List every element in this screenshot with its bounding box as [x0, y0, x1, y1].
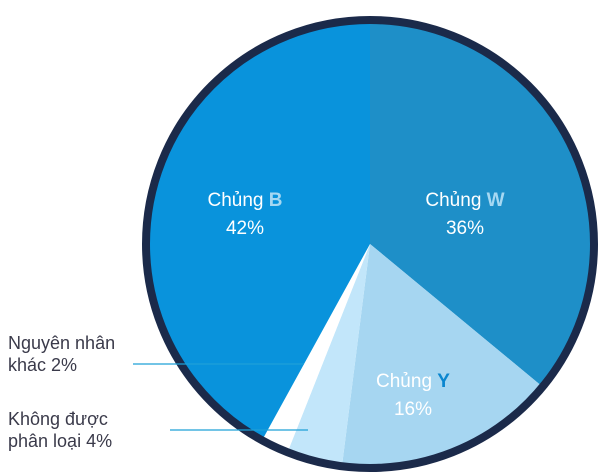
label-other-causes: Nguyên nhân khác 2%: [8, 333, 116, 375]
pie-slice-unclassified: [287, 244, 370, 467]
slice-label-b: Chủng B: [207, 190, 282, 211]
slice-percent-w: 36%: [446, 218, 484, 239]
pie-slice-other: [262, 244, 370, 453]
slice-label-y: Chủng Y: [376, 371, 450, 392]
pie-slice-b: [146, 20, 370, 441]
pie-outline: [142, 16, 598, 472]
label-unclassified: Không được phân loại 4%: [8, 409, 113, 451]
slice-percent-b: 42%: [226, 218, 264, 239]
pie-slice-y: [341, 244, 543, 468]
pie-slice-w: [370, 20, 594, 387]
slice-label-w: Chủng W: [425, 190, 504, 211]
slice-percent-y: 16%: [394, 399, 432, 420]
